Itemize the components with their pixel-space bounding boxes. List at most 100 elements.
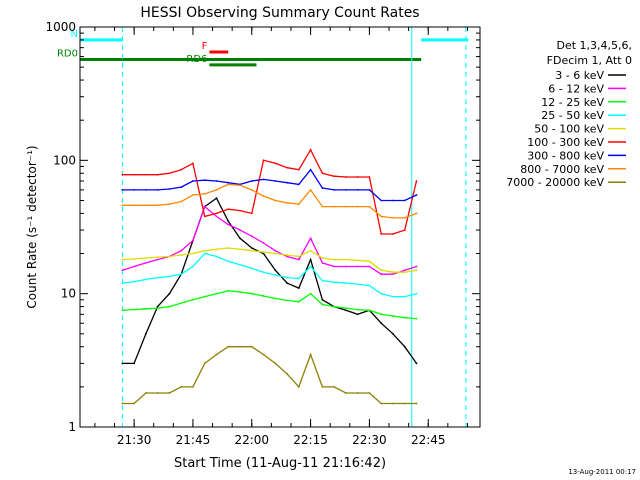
series-point: [274, 297, 277, 300]
legend-entry-label: 7000 - 20000 keV: [506, 176, 604, 189]
series-point: [203, 252, 206, 255]
series-point: [309, 265, 312, 268]
series-point: [356, 259, 359, 262]
series-point: [321, 386, 324, 388]
legend-entry-label: 25 - 50 keV: [541, 109, 604, 122]
chart-title: HESSI Observing Summary Count Rates: [140, 5, 419, 21]
series-point: [356, 283, 359, 285]
series-line: [122, 290, 417, 320]
series-point: [333, 281, 335, 284]
series-point: [274, 362, 277, 365]
series-point: [286, 373, 288, 375]
legend-entry-label: 12 - 25 keV: [541, 96, 604, 109]
axes-layer: 21:30 21:45 22:00 22:15 22:30 22:45 1 10 100 1000: [45, 20, 480, 447]
series-point: [121, 362, 124, 365]
series-point: [321, 279, 324, 282]
x-tick-label: 21:30: [117, 433, 152, 447]
series-point: [145, 189, 147, 191]
y-tick-label: 1: [68, 420, 76, 434]
series-point: [192, 298, 194, 301]
series-point: [239, 237, 241, 240]
series-point: [156, 307, 159, 309]
legend-entry-label: 300 - 800 keV: [527, 149, 604, 162]
series-point: [145, 307, 147, 310]
plot-frame: [79, 26, 481, 428]
series-point: [380, 322, 383, 325]
series-point: [192, 252, 194, 255]
flag-label: RD6: [186, 54, 207, 65]
series-line: [122, 247, 417, 273]
series-point: [168, 292, 171, 295]
series-point: [415, 402, 418, 405]
series-point: [227, 345, 230, 348]
series-point: [415, 362, 418, 365]
series-point: [227, 289, 230, 292]
series-point: [286, 254, 288, 256]
series-point: [333, 305, 335, 308]
flag-label: RD0: [57, 49, 78, 60]
legend-header-line-1: Det 1,3,4,5,6,: [556, 39, 632, 52]
series-point: [345, 307, 347, 309]
series-point: [215, 212, 218, 215]
series-layer: [121, 148, 418, 405]
series-point: [180, 273, 183, 276]
series-point: [274, 249, 277, 252]
series-point: [239, 345, 241, 348]
series-point: [274, 162, 277, 165]
series-point: [133, 258, 136, 260]
series-point: [133, 402, 136, 405]
series-point: [356, 205, 359, 208]
x-tick-label: 21:45: [176, 433, 211, 447]
series-point: [321, 262, 324, 264]
x-tick-label: 22:15: [293, 433, 328, 447]
series-point: [345, 176, 347, 178]
series-point: [239, 184, 241, 187]
x-tick-label: 22:45: [411, 433, 446, 447]
series-point: [239, 291, 241, 293]
series-point: [309, 168, 312, 171]
series-point: [415, 194, 418, 196]
series-point: [250, 189, 253, 191]
series-point: [168, 203, 171, 206]
series-point: [309, 353, 312, 356]
series-line: [122, 183, 417, 219]
series-point: [156, 256, 159, 258]
timestamp: 13-Aug-2011 00:17: [568, 468, 636, 476]
series-point: [145, 257, 147, 259]
series-point: [239, 263, 241, 266]
series-point: [345, 205, 347, 208]
series-point: [392, 295, 394, 298]
series-point: [297, 258, 300, 261]
series-point: [297, 277, 300, 280]
series-point: [121, 309, 124, 312]
series-point: [380, 402, 383, 405]
series-point: [392, 273, 394, 276]
legend-entry-label: 6 - 12 keV: [548, 82, 604, 95]
series-point: [345, 392, 347, 394]
series-point: [356, 265, 359, 268]
series-point: [262, 242, 265, 244]
series-point: [333, 175, 335, 178]
series-point: [215, 215, 218, 218]
series-point: [356, 313, 359, 316]
series-point: [192, 386, 194, 388]
series-point: [121, 282, 124, 284]
series-point: [286, 255, 288, 258]
series-point: [145, 332, 147, 335]
series-point: [250, 180, 253, 182]
series-point: [368, 176, 371, 178]
series-point: [262, 251, 265, 254]
series-point: [345, 282, 347, 284]
series-point: [180, 168, 183, 171]
series-point: [145, 262, 147, 264]
series-point: [203, 249, 206, 252]
series-point: [180, 249, 183, 252]
series-point: [262, 271, 265, 274]
series-point: [250, 212, 253, 215]
series-point: [309, 237, 312, 240]
series-point: [380, 233, 383, 235]
series-point: [239, 229, 241, 232]
series-point: [250, 267, 253, 270]
series-point: [203, 193, 206, 195]
